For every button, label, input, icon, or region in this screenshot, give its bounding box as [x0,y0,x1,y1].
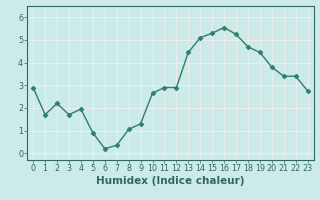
X-axis label: Humidex (Indice chaleur): Humidex (Indice chaleur) [96,176,245,186]
